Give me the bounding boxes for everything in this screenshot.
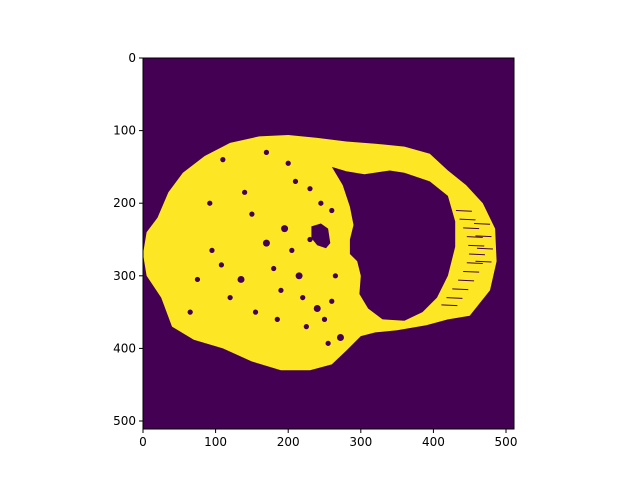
- dark-speck: [278, 287, 284, 293]
- dark-speck: [271, 265, 277, 272]
- dark-speck: [263, 149, 270, 155]
- heatmap-image: [143, 58, 514, 429]
- dark-speck: [285, 160, 291, 166]
- dark-streak: [459, 218, 476, 221]
- y-tick-label: 0: [128, 51, 136, 65]
- x-tick-label: 0: [139, 435, 147, 449]
- dark-streak: [468, 244, 485, 247]
- y-tick-label: 300: [113, 269, 136, 283]
- dark-streak: [476, 247, 493, 250]
- dark-speck: [289, 247, 295, 254]
- dark-streak: [446, 297, 463, 299]
- dark-streak: [463, 227, 480, 230]
- dark-speck: [318, 200, 324, 206]
- dark-speck: [220, 157, 226, 163]
- dark-speck: [329, 207, 335, 214]
- dark-speck: [307, 236, 313, 243]
- dark-speck: [292, 178, 299, 185]
- dark-speck: [194, 276, 201, 283]
- dark-streak: [475, 260, 492, 263]
- dark-speck: [329, 298, 335, 304]
- dark-streak: [458, 279, 475, 282]
- dark-speck: [325, 340, 331, 346]
- dark-streak: [466, 236, 483, 238]
- y-tick-label: 100: [113, 124, 136, 138]
- dark-streak: [441, 304, 458, 307]
- dark-speck: [303, 324, 309, 330]
- dark-speck: [252, 309, 259, 315]
- dark-streak: [452, 288, 469, 291]
- x-tick-label: 300: [349, 435, 372, 449]
- dark-streak: [463, 270, 480, 273]
- dark-speck: [274, 316, 280, 322]
- dark-streak: [475, 235, 492, 238]
- y-tick-label: 200: [113, 196, 136, 210]
- dark-streak: [466, 262, 483, 264]
- foreground-region: [143, 135, 497, 371]
- dark-speck: [313, 304, 321, 312]
- dark-speck: [332, 273, 339, 279]
- axes-frame: [142, 57, 515, 430]
- dark-speck: [295, 272, 303, 280]
- dark-streak: [474, 223, 491, 225]
- dark-speck: [237, 275, 245, 283]
- dark-streak: [468, 253, 485, 256]
- x-tick-label: 200: [277, 435, 300, 449]
- y-tick-label: 500: [113, 414, 136, 428]
- dark-speck: [218, 262, 225, 268]
- y-tick-label: 400: [113, 341, 136, 355]
- x-tick-label: 500: [495, 435, 518, 449]
- dark-speck: [281, 225, 289, 233]
- x-tick-label: 100: [204, 435, 227, 449]
- dark-speck: [242, 189, 248, 195]
- dark-speck: [227, 294, 233, 301]
- dark-speck: [300, 294, 306, 301]
- x-tick-label: 400: [422, 435, 445, 449]
- dark-streak: [455, 209, 472, 212]
- dark-speck: [207, 200, 213, 206]
- dark-speck: [358, 344, 364, 350]
- dark-speck: [262, 239, 270, 247]
- dark-speck: [187, 309, 193, 315]
- dark-speck: [307, 186, 313, 192]
- dark-speck: [209, 247, 215, 254]
- dark-speck: [336, 334, 344, 342]
- dark-speck: [321, 316, 328, 322]
- dark-speck: [249, 211, 255, 217]
